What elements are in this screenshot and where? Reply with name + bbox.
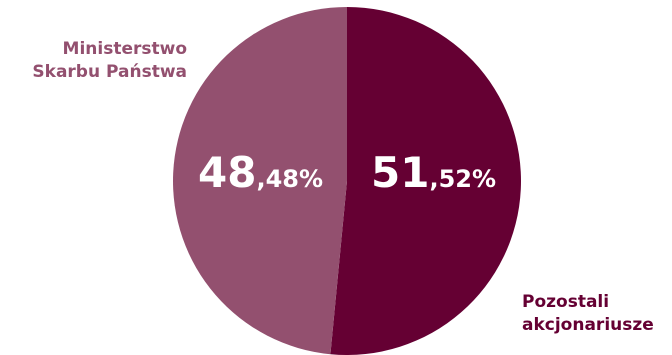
pie-slice-ministerstwo (173, 7, 347, 355)
slice-value-label-ministerstwo: 48,48% (198, 152, 323, 194)
legend-label-pozostali: Pozostali akcjonariusze (522, 292, 654, 335)
pie-slice-pozostali (330, 7, 521, 355)
slice-value-int-ministerstwo: 48 (198, 148, 257, 197)
legend-label-ministerstwo: Ministerstwo Skarbu Państwa (32, 39, 187, 82)
slice-value-int-pozostali: 51 (371, 148, 430, 197)
slice-value-frac-ministerstwo: ,48% (256, 165, 324, 193)
slice-value-label-pozostali: 51,52% (371, 152, 496, 194)
slice-value-frac-pozostali: ,52% (429, 165, 497, 193)
